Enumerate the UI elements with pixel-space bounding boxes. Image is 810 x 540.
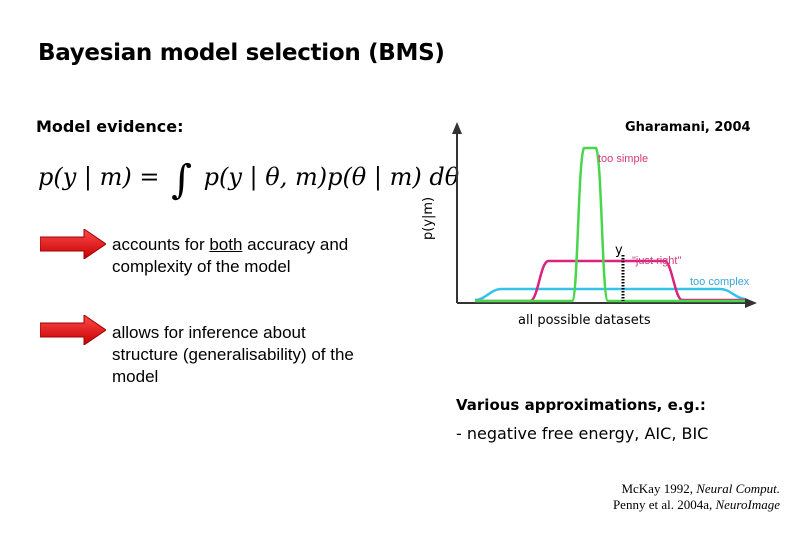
- y-axis-arrowhead: [452, 122, 462, 134]
- label-too-simple: too simple: [598, 153, 649, 165]
- reference-2-authors: Penny et al. 2004a,: [612, 497, 716, 512]
- equation-rhs: p(y | θ, m)p(θ | m) dθ: [203, 163, 460, 191]
- reference-penny: Penny et al. 2004a, NeuroImage: [613, 497, 780, 513]
- model-evidence-plot: [452, 122, 757, 308]
- x-axis-arrowhead: [745, 298, 757, 308]
- approximations-item: - negative free energy, AIC, BIC: [456, 424, 709, 443]
- label-just-right: "just right": [632, 255, 682, 267]
- reference-mckay: McKay 1992, Neural Comput.: [621, 481, 780, 497]
- curve-too-simple: [475, 146, 745, 303]
- label-too-complex: too complex: [690, 276, 750, 288]
- reference-1-journal: Neural Comput.: [696, 481, 780, 496]
- equation-lhs: p(y | m) =: [38, 163, 160, 191]
- reference-2-journal: NeuroImage: [715, 497, 780, 512]
- x-axis-label: all possible datasets: [518, 313, 651, 328]
- bullet-inference-structure: allows for inference about structure (ge…: [112, 323, 354, 386]
- slide-title: Bayesian model selection (BMS): [38, 40, 445, 66]
- bullet-accuracy-complexity: accounts for both accuracy and complexit…: [112, 234, 372, 278]
- y-axis-label: p(y|m): [421, 196, 436, 240]
- red-arrow-icon: [40, 315, 106, 345]
- figure-attribution: Gharamani, 2004: [625, 120, 751, 135]
- observed-data-label: y: [615, 243, 623, 258]
- integral-sign: ∫: [171, 157, 192, 203]
- reference-1-authors: McKay 1992,: [621, 481, 697, 496]
- bullet-1-text-end: accuracy and complexity of the model: [112, 235, 349, 276]
- approximations-heading: Various approximations, e.g.:: [456, 396, 706, 414]
- curve-just-right: [475, 259, 745, 303]
- red-arrow-icon: [40, 229, 106, 259]
- bullet-1-underlined-word: both: [209, 235, 243, 254]
- bullet-1-text-start: accounts for: [112, 235, 210, 254]
- curve-too-complex: [474, 287, 746, 302]
- model-evidence-label: Model evidence:: [36, 117, 184, 136]
- model-evidence-equation: p(y | m) = ∫ p(y | θ, m)p(θ | m) dθ: [38, 157, 459, 203]
